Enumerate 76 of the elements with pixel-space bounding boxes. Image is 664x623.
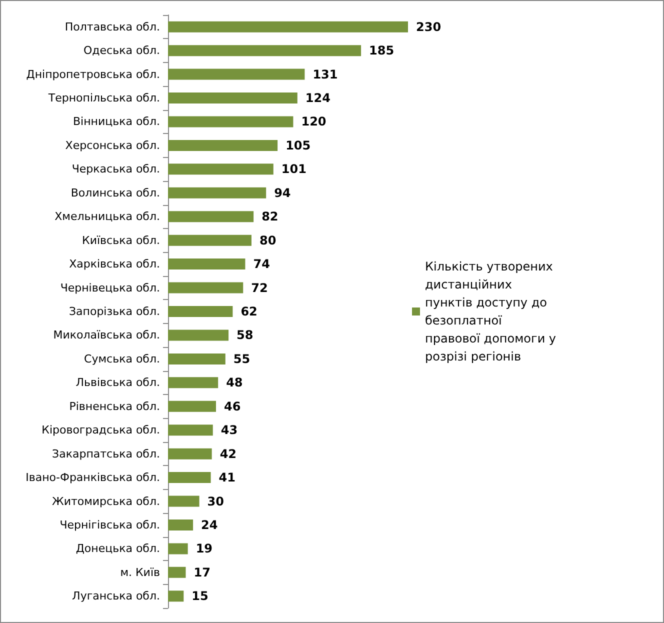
- data-label: 80: [259, 233, 276, 248]
- bar: [168, 45, 362, 56]
- data-label: 105: [286, 138, 311, 152]
- data-label: 58: [236, 328, 254, 342]
- bar: [168, 330, 229, 341]
- y-tick-label: Черкаська обл.: [72, 162, 160, 176]
- data-label: 24: [201, 518, 218, 532]
- bar: [168, 590, 184, 602]
- y-tick-label: Дніпропетровська обл.: [26, 68, 160, 81]
- y-tick-label: Вінницька обл.: [72, 115, 160, 128]
- y-tick-label: Одеська обл.: [84, 44, 160, 58]
- bar: [168, 164, 274, 175]
- data-label: 42: [220, 446, 237, 461]
- y-tick-label: Рівненська обл.: [69, 400, 160, 413]
- bar: [168, 566, 186, 578]
- bar: [168, 68, 305, 80]
- bar: [168, 116, 294, 128]
- data-label: 94: [274, 186, 291, 200]
- y-tick-label: Тернопільська обл.: [47, 92, 160, 105]
- bar: [168, 92, 298, 104]
- y-tick-label: Запорізька обл.: [68, 305, 160, 318]
- data-label: 72: [251, 280, 268, 295]
- bar: [168, 543, 188, 554]
- data-label: 185: [369, 44, 394, 58]
- y-tick-label: Полтавська обл.: [64, 20, 160, 34]
- y-tick-label: Житомирська обл.: [52, 494, 160, 508]
- data-label: 82: [262, 210, 278, 224]
- y-tick-label: Чернівецька обл.: [60, 281, 160, 294]
- y-tick-label: м. Київ: [120, 566, 160, 579]
- y-tick-label: Київська обл.: [82, 234, 160, 247]
- bar: [168, 424, 213, 436]
- data-label: 48: [226, 376, 243, 390]
- bar: [168, 353, 226, 364]
- data-label: 43: [220, 423, 238, 438]
- y-tick-label: Чернігівська обл.: [60, 518, 160, 532]
- bar: [168, 234, 252, 246]
- bar: [168, 140, 278, 151]
- bar: [168, 258, 246, 270]
- bar: [168, 187, 266, 198]
- data-label: 124: [305, 91, 330, 106]
- data-label: 41: [218, 470, 236, 485]
- y-tick-label: Херсонська обл.: [65, 138, 160, 152]
- data-label: 19: [196, 542, 213, 556]
- data-label: 30: [207, 494, 224, 508]
- data-label: 230: [416, 20, 442, 34]
- data-label: 74: [253, 257, 270, 272]
- data-label: 131: [312, 67, 338, 82]
- y-tick-label: Івано-Франківська обл.: [26, 471, 160, 484]
- bar: [168, 519, 194, 530]
- bar: [168, 472, 211, 484]
- y-tick-label: Волинська обл.: [70, 186, 160, 200]
- legend-label: Кількість утворених дистанційних пунктів доступу до безоплатної правової допомоги у розрізі регіонів: [425, 260, 560, 364]
- data-label: 55: [233, 352, 250, 366]
- bar: [168, 282, 244, 294]
- y-tick-label: Закарпатська обл.: [52, 447, 160, 460]
- data-label: 62: [240, 304, 258, 318]
- data-label: 120: [301, 114, 326, 129]
- bar: [168, 496, 200, 507]
- y-tick-label: Сумська обл.: [84, 352, 160, 366]
- data-label: 15: [192, 589, 208, 604]
- bar: [168, 400, 216, 412]
- y-tick-label: Хмельницька обл.: [54, 210, 160, 224]
- bar: [168, 211, 254, 222]
- y-tick-label: Харківська обл.: [69, 258, 160, 271]
- y-tick-label: Миколаївська обл.: [53, 328, 160, 342]
- bar: [168, 306, 233, 317]
- data-label: 101: [281, 162, 306, 176]
- y-tick-label: Кіровоградська обл.: [42, 424, 160, 437]
- y-tick-label: Львівська обл.: [76, 376, 160, 390]
- data-label: 17: [194, 565, 210, 580]
- y-tick-label: Донецька обл.: [76, 542, 160, 556]
- bar: [168, 448, 212, 460]
- bar: [168, 21, 408, 32]
- y-tick-label: Луганська обл.: [72, 590, 160, 603]
- data-label: 46: [224, 399, 241, 414]
- bar: [168, 377, 218, 388]
